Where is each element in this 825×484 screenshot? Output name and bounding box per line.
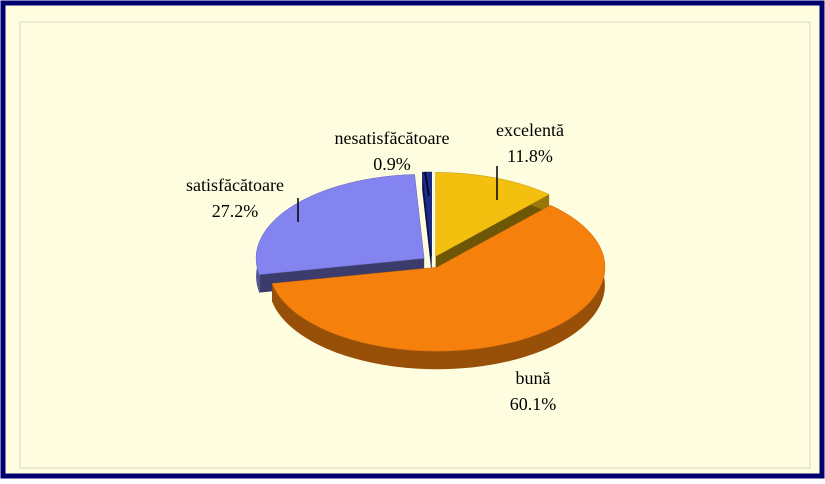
value-label: 27.2% xyxy=(212,201,259,221)
slice-top xyxy=(255,174,425,275)
slice xyxy=(421,171,432,275)
slice-side xyxy=(422,172,432,275)
value-label: 60.1% xyxy=(510,394,557,414)
leader-line xyxy=(424,171,430,197)
slice-top xyxy=(421,171,432,257)
slice-top xyxy=(271,204,606,352)
slice-label: bună xyxy=(516,368,551,388)
slice xyxy=(271,204,606,370)
slice-label: excelentă xyxy=(496,120,564,140)
slice-label: satisfăcătoare xyxy=(186,175,284,195)
plot-area xyxy=(19,21,811,469)
value-label: 0.9% xyxy=(373,154,411,174)
value-label: 11.8% xyxy=(507,146,553,166)
slice-label: nesatisfăcătoare xyxy=(335,128,450,148)
